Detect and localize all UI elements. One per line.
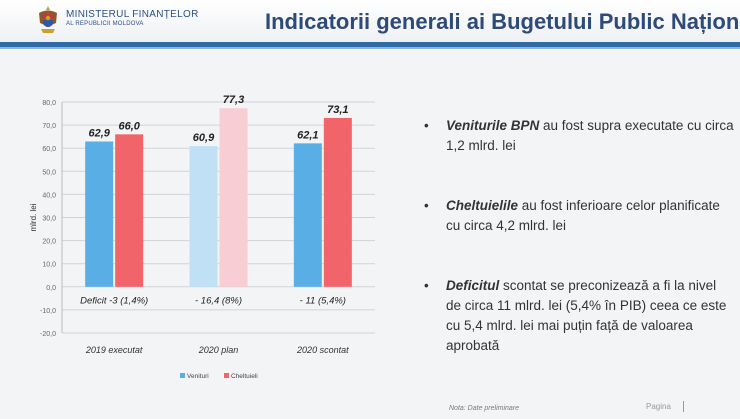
- bar-cheltuieli: [115, 134, 144, 287]
- y-tick-label: 60,0: [42, 146, 56, 153]
- y-tick-label: 30,0: [42, 216, 56, 223]
- bar-venituri: [85, 141, 114, 287]
- bullet-text-deficit: scontat se preconizează a fi la nivel de…: [446, 278, 727, 353]
- deficit-annotation: - 16,4 (8%): [195, 296, 242, 307]
- bullet-text-cheltuieli: au fost inferioare celor planificate cu …: [446, 198, 720, 233]
- budget-bar-chart: -20,0 -10,0 0,0 10,0 20,0 30,0 40,0 50,0 60,0 70,…: [29, 94, 375, 380]
- footnote: Nota: Date preliminare: [449, 405, 520, 412]
- y-axis-label: mlrd. lei: [29, 203, 38, 231]
- bar-value-label: 77,3: [223, 94, 244, 106]
- bullet-text-venituri: au fost supra executate cu circa 1,2 mlr…: [446, 118, 734, 153]
- y-tick-label: 40,0: [42, 192, 56, 199]
- y-tick-label: 10,0: [42, 262, 56, 269]
- page-separator: [683, 401, 684, 412]
- header-bar: [0, 0, 740, 42]
- ministry-name-line2: AL REPUBLICII MOLDOVA: [66, 21, 144, 27]
- x-category-label: 2019 executat: [85, 345, 143, 355]
- bar-cheltuieli: [323, 117, 352, 287]
- bullet-item-venituri: • Veniturile BPN au fost supra executate…: [424, 116, 734, 156]
- bullet-marker: •: [424, 278, 429, 293]
- bar-value-label: 73,1: [327, 104, 348, 116]
- y-tick-label: 0,0: [46, 285, 56, 292]
- bullet-item-cheltuieli: • Cheltuielile au fost inferioare celor …: [424, 196, 734, 236]
- bullet-marker: •: [424, 118, 429, 133]
- ministry-name-line1: MINISTERUL FINANȚELOR: [66, 9, 199, 20]
- y-tick-label: -10,0: [40, 308, 56, 315]
- page-title: Indicatorii generali ai Bugetului Public…: [265, 9, 740, 34]
- deficit-annotation: Deficit -3 (1,4%): [80, 296, 148, 307]
- legend-swatch-venituri: [180, 373, 185, 378]
- bullet-bold-cheltuieli: Cheltuielile: [446, 198, 519, 213]
- deficit-annotation: - 11 (5,4%): [300, 296, 346, 307]
- bar-value-label: 62,1: [297, 129, 318, 141]
- bullet-item-deficit: • Deficitul scontat se preconizează a fi…: [424, 276, 734, 356]
- bar-value-label: 62,9: [88, 128, 110, 140]
- ministry-name: MINISTERUL FINANȚELOR AL REPUBLICII MOLD…: [66, 9, 199, 27]
- y-tick-label: 80,0: [42, 100, 56, 107]
- x-category-label: 2020 scontat: [296, 345, 349, 355]
- y-tick-label: 70,0: [42, 123, 56, 130]
- bar-venituri: [293, 143, 322, 287]
- bar-cheltuieli: [219, 108, 248, 287]
- legend-swatch-cheltuieli: [224, 373, 229, 378]
- x-category-label: 2020 plan: [198, 345, 239, 355]
- y-tick-label: 20,0: [42, 239, 56, 246]
- bullet-bold-deficit: Deficitul: [446, 278, 500, 293]
- bullet-bold-venituri: Veniturile BPN: [446, 118, 540, 133]
- header-divider-light: [0, 47, 740, 49]
- bar-value-label: 60,9: [193, 132, 215, 144]
- coat-of-arms-icon: [39, 6, 57, 33]
- y-tick-label: -20,0: [40, 331, 56, 338]
- legend-label-venituri: Venituri: [187, 373, 209, 380]
- header-divider: [0, 42, 740, 47]
- legend-label-cheltuieli: Cheltuieli: [231, 373, 258, 380]
- page-label: Pagina: [646, 402, 671, 411]
- bullet-marker: •: [424, 198, 429, 213]
- y-tick-label: 50,0: [42, 169, 56, 176]
- bar-value-label: 66,0: [118, 120, 140, 132]
- bar-venituri: [189, 146, 218, 287]
